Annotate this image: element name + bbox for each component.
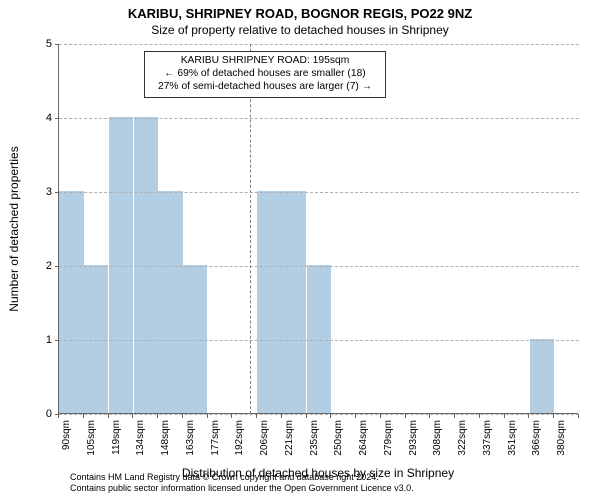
- chart-container: KARIBU, SHRIPNEY ROAD, BOGNOR REGIS, PO2…: [0, 0, 600, 500]
- x-tick-label: 105sqm: [86, 420, 97, 456]
- x-tick-label: 163sqm: [185, 420, 196, 456]
- x-tick-mark: [108, 414, 109, 418]
- annotation-box: KARIBU SHRIPNEY ROAD: 195sqm← 69% of det…: [144, 51, 386, 98]
- x-tick-label: 322sqm: [457, 420, 468, 456]
- x-tick-label: 366sqm: [531, 420, 542, 456]
- x-tick-mark: [58, 414, 59, 418]
- x-tick-mark: [157, 414, 158, 418]
- x-tick-mark: [355, 414, 356, 418]
- x-tick-mark: [578, 414, 579, 418]
- x-tick-mark: [528, 414, 529, 418]
- x-tick-mark: [231, 414, 232, 418]
- bar: [282, 191, 306, 413]
- x-tick-label: 308sqm: [432, 420, 443, 456]
- x-tick-label: 134sqm: [135, 420, 146, 456]
- grid-line: [59, 266, 579, 267]
- annotation-line: ← 69% of detached houses are smaller (18…: [151, 68, 379, 81]
- y-tick-label: 5: [22, 38, 52, 50]
- grid-line: [59, 44, 579, 45]
- y-tick-label: 0: [22, 408, 52, 420]
- grid-line: [59, 192, 579, 193]
- bar: [183, 265, 207, 413]
- x-tick-mark: [479, 414, 480, 418]
- attribution-line: Contains HM Land Registry data © Crown c…: [70, 472, 414, 483]
- grid-line: [59, 118, 579, 119]
- x-tick-label: 148sqm: [160, 420, 171, 456]
- x-tick-mark: [83, 414, 84, 418]
- x-tick-mark: [256, 414, 257, 418]
- chart-subtitle: Size of property relative to detached ho…: [0, 21, 600, 37]
- bar: [134, 117, 158, 413]
- grid-line: [59, 414, 579, 415]
- x-tick-label: 351sqm: [507, 420, 518, 456]
- attribution-block: Contains HM Land Registry data © Crown c…: [70, 472, 414, 495]
- reference-line: [250, 44, 251, 414]
- bar: [307, 265, 331, 413]
- x-tick-label: 235sqm: [309, 420, 320, 456]
- plot-area: KARIBU SHRIPNEY ROAD: 195sqm← 69% of det…: [58, 44, 578, 414]
- y-tick-label: 1: [22, 334, 52, 346]
- x-tick-mark: [306, 414, 307, 418]
- x-tick-mark: [454, 414, 455, 418]
- bar: [59, 191, 83, 413]
- chart-title: KARIBU, SHRIPNEY ROAD, BOGNOR REGIS, PO2…: [0, 0, 600, 21]
- y-tick-label: 4: [22, 112, 52, 124]
- annotation-line: 27% of semi-detached houses are larger (…: [151, 81, 379, 94]
- x-tick-mark: [132, 414, 133, 418]
- x-tick-mark: [281, 414, 282, 418]
- x-tick-mark: [330, 414, 331, 418]
- x-tick-mark: [504, 414, 505, 418]
- x-tick-label: 293sqm: [408, 420, 419, 456]
- y-tick-mark: [55, 340, 59, 341]
- x-tick-mark: [429, 414, 430, 418]
- bars-layer: [59, 43, 579, 413]
- bar: [158, 191, 182, 413]
- bar: [257, 191, 281, 413]
- x-tick-label: 119sqm: [111, 420, 122, 455]
- x-tick-label: 279sqm: [383, 420, 394, 456]
- plot-outer: Number of detached properties KARIBU SHR…: [58, 44, 578, 414]
- x-tick-label: 90sqm: [61, 420, 72, 450]
- x-tick-label: 221sqm: [284, 420, 295, 456]
- grid-line: [59, 340, 579, 341]
- bar: [84, 265, 108, 413]
- y-tick-mark: [55, 266, 59, 267]
- x-tick-mark: [553, 414, 554, 418]
- y-tick-mark: [55, 118, 59, 119]
- x-tick-label: 264sqm: [358, 420, 369, 456]
- x-tick-label: 177sqm: [210, 420, 221, 456]
- bar: [530, 339, 554, 413]
- y-tick-mark: [55, 44, 59, 45]
- x-tick-mark: [405, 414, 406, 418]
- x-tick-label: 206sqm: [259, 420, 270, 456]
- x-tick-label: 192sqm: [234, 420, 245, 456]
- x-tick-label: 337sqm: [482, 420, 493, 456]
- x-tick-label: 250sqm: [333, 420, 344, 456]
- x-tick-mark: [182, 414, 183, 418]
- y-tick-label: 3: [22, 186, 52, 198]
- y-axis-label: Number of detached properties: [7, 146, 21, 311]
- bar: [109, 117, 133, 413]
- x-tick-label: 380sqm: [556, 420, 567, 456]
- x-tick-mark: [380, 414, 381, 418]
- annotation-line: KARIBU SHRIPNEY ROAD: 195sqm: [151, 55, 379, 68]
- y-tick-label: 2: [22, 260, 52, 272]
- x-tick-mark: [207, 414, 208, 418]
- attribution-line: Contains public sector information licen…: [70, 483, 414, 494]
- y-tick-mark: [55, 192, 59, 193]
